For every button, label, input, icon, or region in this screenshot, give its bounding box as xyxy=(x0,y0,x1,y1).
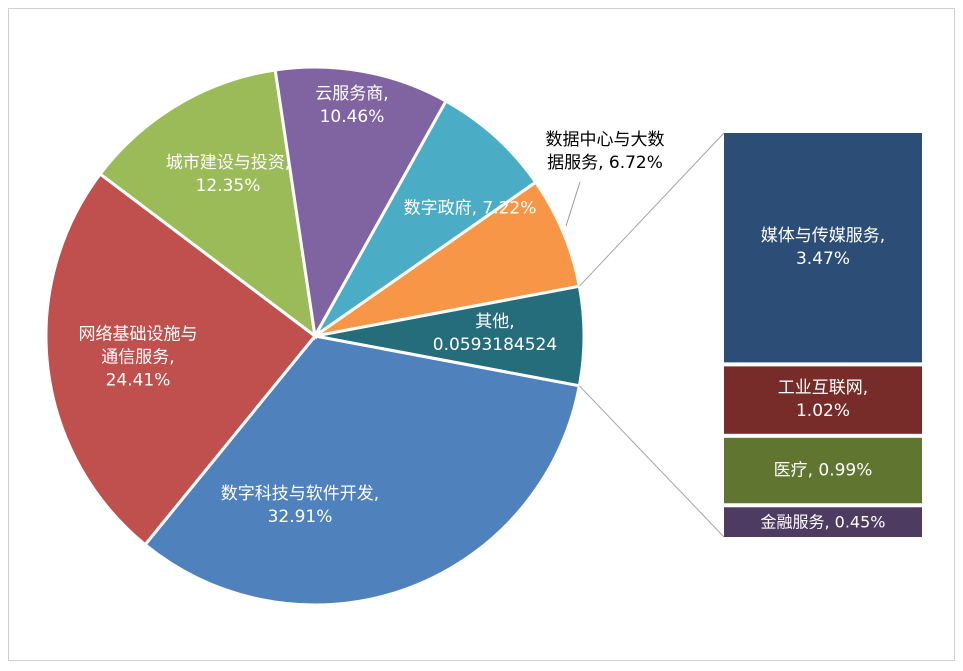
bar-segment xyxy=(724,366,922,434)
data-label: 网络基础设施与通信服务, 24.41% xyxy=(78,324,198,391)
data-label: 数字科技与软件开发, 32.91% xyxy=(220,484,380,527)
data-label: 医疗, 0.99% xyxy=(773,460,873,481)
connector-line xyxy=(578,385,725,538)
data-label: 工业互联网, 1.02% xyxy=(777,378,869,422)
bar-segment xyxy=(724,437,922,504)
pie-slice xyxy=(273,65,449,341)
leader-line xyxy=(565,181,581,227)
bar-segment xyxy=(724,507,922,537)
data-label: 数据中心与大数据服务, 6.72% xyxy=(545,130,665,173)
data-label: 金融服务, 0.45% xyxy=(760,512,886,532)
pie-slice xyxy=(314,180,582,338)
connector-line xyxy=(578,132,725,287)
data-label: 其他, 0.0593184524 xyxy=(432,312,558,355)
data-label: 媒体与传媒服务, 3.47% xyxy=(760,225,886,269)
pie-slice xyxy=(143,334,582,607)
pie-slice xyxy=(44,171,318,547)
data-label: 云服务商, 10.46% xyxy=(315,84,389,127)
data-label: 数字政府, 7.22% xyxy=(403,198,537,219)
pie-slice xyxy=(98,68,318,340)
pie-slice xyxy=(313,99,538,338)
bar-segment xyxy=(724,133,922,363)
data-label: 城市建设与投资, 12.35% xyxy=(165,153,291,196)
